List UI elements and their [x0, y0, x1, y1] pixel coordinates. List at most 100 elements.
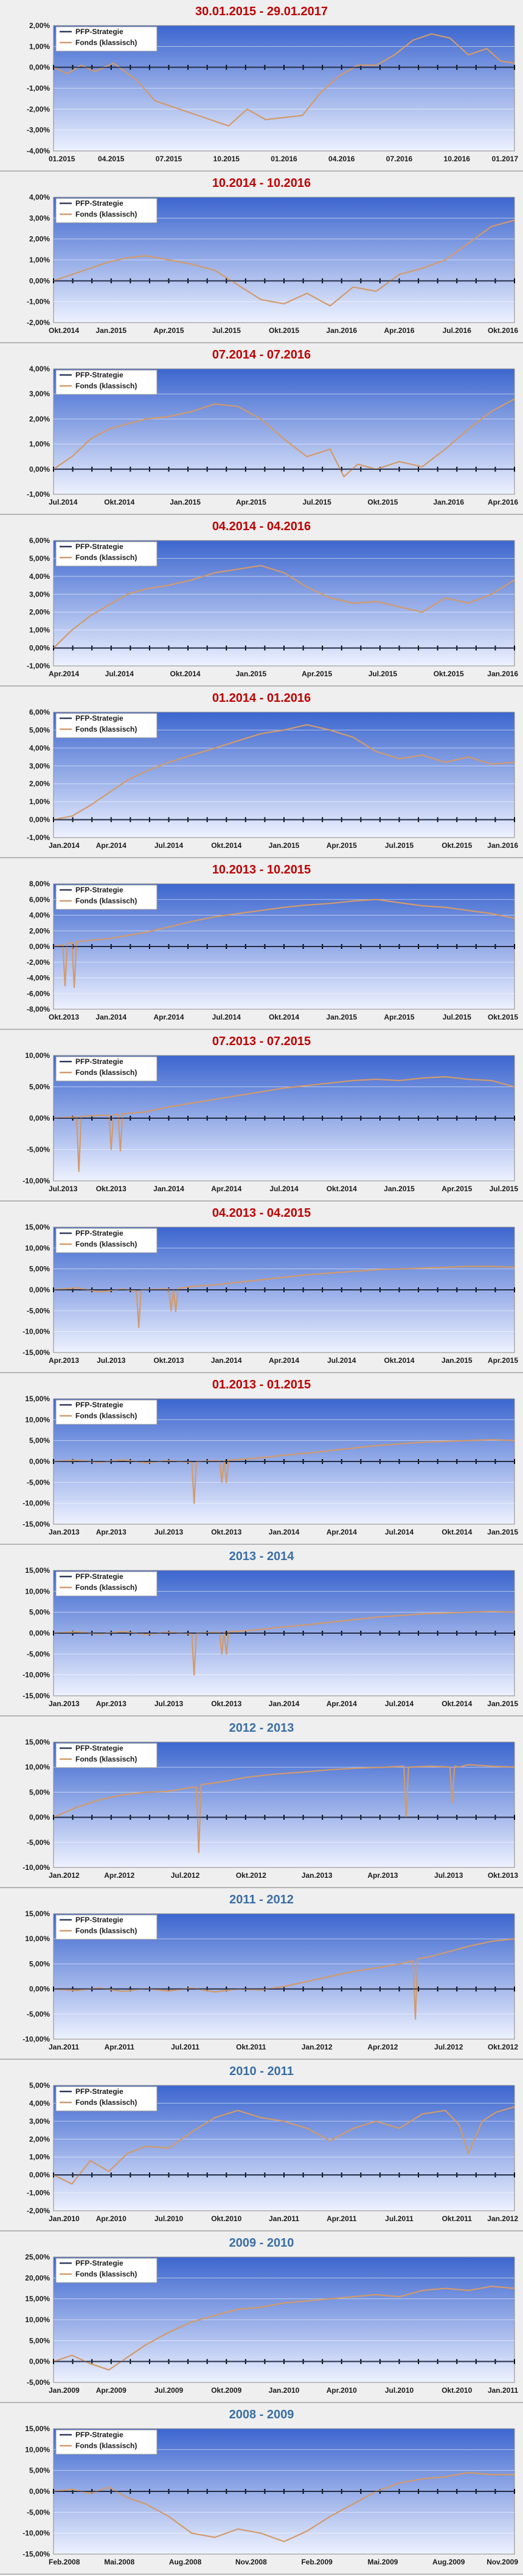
y-tick-label: -2,00%	[27, 2207, 50, 2215]
y-tick-label: -5,00%	[27, 1478, 50, 1486]
legend-label: Fonds (klassisch)	[75, 553, 137, 562]
y-tick-label: -15,00%	[23, 1692, 50, 1700]
chart-svg: 15,00% 10,00% 5,00% 0,00% -5,00% -10,00% -15,0…	[23, 1395, 518, 1536]
x-tick-label: Jul.2011	[171, 2043, 199, 2051]
chart-panel: 01.2013 - 01.2015 15,00% 10,00% 5,00% 0,00% -…	[0, 1373, 523, 1545]
x-tick-label: Okt.2014	[442, 1699, 472, 1708]
x-tick-label: Apr.2016	[488, 498, 518, 506]
legend-box	[55, 2258, 158, 2283]
x-tick-label: Apr.2015	[384, 1013, 414, 1021]
chart-panel: 2010 - 2011 5,00% 4,00% 3,00% 2,00% 1,00% 0,00…	[0, 2060, 523, 2231]
x-tick-label: Jan.2014	[211, 1356, 242, 1365]
y-tick-label: -2,00%	[27, 318, 50, 327]
x-tick-label: Aug.2008	[169, 2558, 202, 2566]
y-tick-label: 6,00%	[29, 708, 50, 716]
chart-title: 2011 - 2012	[229, 1893, 294, 1906]
x-tick-label: Apr.2010	[96, 2214, 126, 2223]
y-tick-label: 0,00%	[29, 1286, 50, 1294]
x-tick-label: Okt.2013	[49, 1013, 79, 1021]
legend: PFP-Strategie Fonds (klassisch)	[55, 1399, 158, 1425]
y-tick-label: 5,00%	[29, 1788, 50, 1796]
x-tick-label: Apr.2015	[488, 1356, 518, 1365]
x-tick-label: Jan.2013	[49, 1699, 80, 1708]
fund-series-line	[53, 724, 515, 821]
y-tick-label: 0,00%	[29, 276, 50, 285]
y-tick-label: 0,00%	[29, 816, 50, 824]
chart-svg: 15,00% 10,00% 5,00% 0,00% -5,00% -10,00% -15,0…	[23, 1566, 518, 1708]
legend: PFP-Strategie Fonds (klassisch)	[55, 1228, 158, 1253]
x-tick-label: Jul.2013	[49, 1185, 78, 1193]
x-tick-label: Okt.2014	[442, 1528, 472, 1536]
legend: PFP-Strategie Fonds (klassisch)	[55, 369, 158, 395]
y-tick-label: 5,00%	[29, 2081, 50, 2090]
chart-title: 2010 - 2011	[229, 2065, 294, 2078]
legend-label: PFP-Strategie	[75, 2431, 123, 2439]
y-tick-label: 5,00%	[29, 1959, 50, 1968]
x-tick-label: Jan.2009	[49, 2386, 80, 2395]
y-tick-label: 0,00%	[29, 63, 50, 72]
y-tick-label: 15,00%	[25, 1738, 50, 1746]
legend-label: PFP-Strategie	[75, 371, 123, 379]
chart-title: 30.01.2015 - 29.01.2017	[195, 5, 328, 18]
y-tick-label: -5,00%	[27, 1650, 50, 1658]
y-tick-label: -1,00%	[27, 490, 50, 499]
y-tick-label: 0,00%	[29, 644, 50, 653]
chart-svg: 6,00% 5,00% 4,00% 3,00% 2,00% 1,00% 0,00% -1,00…	[27, 536, 518, 678]
y-tick-label: 10,00%	[25, 2315, 50, 2324]
y-tick-label: 2,00%	[29, 21, 50, 30]
legend-label: PFP-Strategie	[75, 714, 123, 723]
chart-title: 04.2014 - 04.2016	[212, 520, 311, 533]
x-tick-label: 04.2015	[98, 155, 125, 163]
x-tick-label: Feb.2009	[301, 2558, 333, 2566]
x-tick-label: Jul.2013	[154, 1528, 184, 1536]
y-tick-label: 5,00%	[29, 554, 50, 562]
y-tick-label: 15,00%	[25, 2424, 50, 2433]
x-tick-label: Okt.2014	[49, 326, 79, 335]
chart-svg: 2,00%1,00%0,00%-1,00%-2,00%-3,00%-4,00%0…	[27, 21, 518, 163]
y-tick-label: 5,00%	[29, 1608, 50, 1617]
x-tick-label: Okt.2015	[434, 670, 464, 678]
x-tick-label: Jan.2015	[487, 1528, 518, 1536]
y-tick-label: 4,00%	[29, 911, 50, 920]
legend-box	[55, 369, 158, 395]
y-tick-label: 0,00%	[29, 1114, 50, 1122]
chart-svg: 4,00%3,00%2,00%1,00%0,00%-1,00%-2,00%Okt…	[27, 193, 518, 335]
y-tick-label: -10,00%	[23, 2529, 50, 2538]
legend-label: Fonds (klassisch)	[75, 1755, 137, 1763]
x-tick-label: Apr.2011	[105, 2043, 135, 2051]
x-tick-label: Okt.2015	[269, 326, 299, 335]
fund-series-line	[53, 898, 515, 988]
x-tick-label: Apr.2012	[367, 2043, 398, 2051]
x-tick-label: Apr.2011	[327, 2214, 357, 2223]
y-tick-label: 4,00%	[29, 193, 50, 201]
x-tick-label: Jan.2016	[326, 326, 357, 335]
legend-label: PFP-Strategie	[75, 1572, 123, 1581]
chart-title: 04.2013 - 04.2015	[212, 1206, 311, 1220]
x-tick-label: 07.2015	[156, 155, 182, 163]
legend-label: Fonds (klassisch)	[75, 1240, 137, 1248]
y-tick-label: -10,00%	[23, 1499, 50, 1508]
legend-label: Fonds (klassisch)	[75, 210, 137, 219]
x-tick-label: Okt.2014	[269, 1013, 299, 1021]
chart-panel: 10.2013 - 10.2015 8,00% 6,00% 4,00% 2,00% 0,0…	[0, 858, 523, 1030]
x-tick-label: Jan.2015	[326, 1013, 357, 1021]
y-tick-label: 0,00%	[29, 2171, 50, 2179]
x-tick-label: Jul.2015	[212, 326, 241, 335]
x-tick-label: Okt.2009	[211, 2386, 241, 2395]
x-tick-label: Apr.2015	[327, 841, 357, 850]
x-tick-label: 07.2016	[386, 155, 413, 163]
x-tick-label: Jul.2010	[154, 2214, 184, 2223]
y-tick-label: -1,00%	[27, 662, 50, 670]
x-tick-label: Okt.2010	[442, 2386, 472, 2395]
x-tick-label: 10.2016	[444, 155, 471, 163]
y-tick-label: -1,00%	[27, 833, 50, 842]
y-tick-label: 2,00%	[29, 926, 50, 935]
x-tick-label: Apr.2014	[327, 1699, 357, 1708]
x-tick-label: Jan.2015	[442, 1356, 473, 1365]
y-tick-label: 1,00%	[29, 42, 50, 51]
y-tick-label: 3,00%	[29, 590, 50, 598]
chart-panel: 10.2014 - 10.2016 4,00% 3,00% 2,00% 1,00% 0,0…	[0, 172, 523, 343]
x-tick-label: Okt.2013	[211, 1699, 241, 1708]
legend: PFP-Strategie Fonds (klassisch)	[55, 2429, 158, 2455]
legend: PFP-Strategie Fonds (klassisch)	[55, 26, 158, 52]
